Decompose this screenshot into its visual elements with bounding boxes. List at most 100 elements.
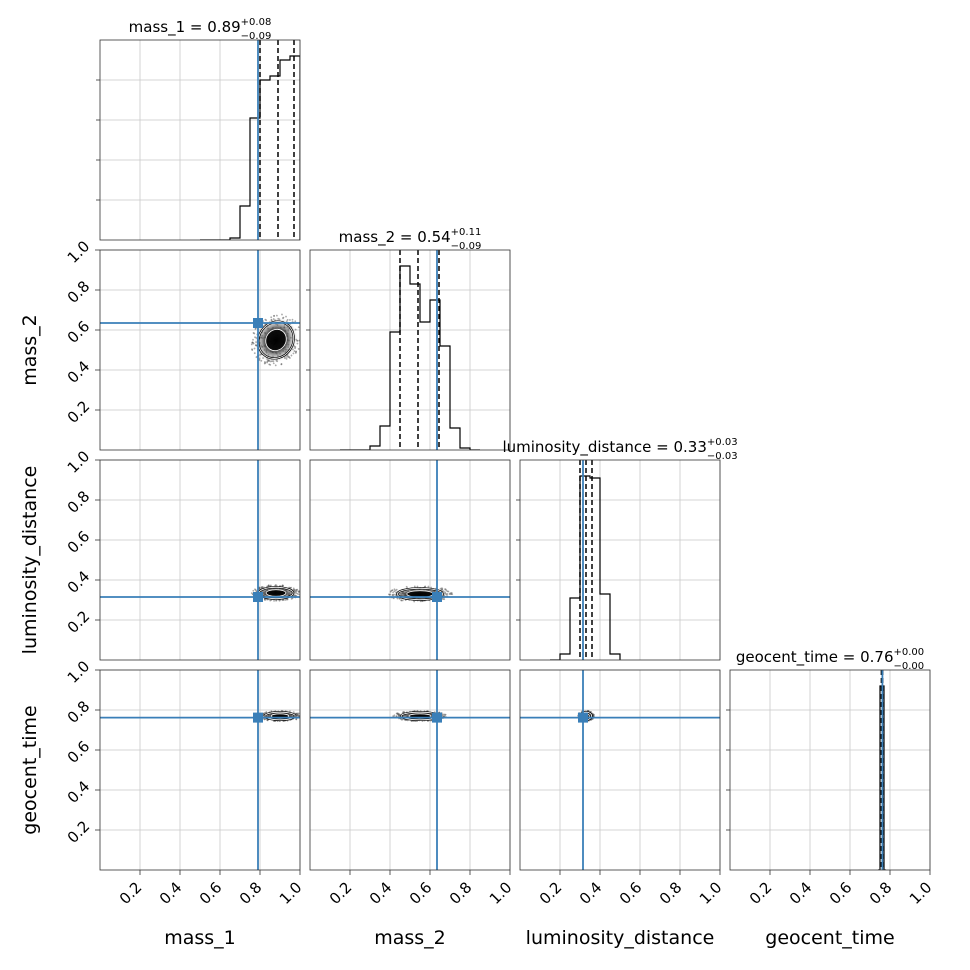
sample-dot [266,361,268,364]
contour-outer-highlight [264,711,296,721]
x-tick-label: 1.0 [486,878,516,908]
y-tick-label: 0.2 [64,817,94,847]
y-tick-label: 1.0 [64,447,94,477]
sample-dot [258,357,261,360]
title-median: 0.54 [417,228,450,246]
panel-geocent_time-vs-mass_1 [99,669,301,871]
x-tick-label: 0.8 [236,878,266,908]
sample-dot [388,593,391,596]
x-tick-label: 0.6 [826,878,856,908]
sample-dot [252,589,255,592]
panel-frame [99,249,301,451]
y-tick-label: 0.4 [64,777,94,807]
hist-panel-mass_2: mass_2 = 0.54+0.11−0.09 [306,227,511,451]
grid [559,670,721,870]
x-tick-label: 0.2 [116,878,146,908]
x-tick-label: 1.0 [906,878,936,908]
sample-dot [272,362,275,365]
x-tick-label: 0.2 [326,878,356,908]
sample-dot [295,350,297,353]
sample-dot [268,363,271,366]
sample-dot [273,315,275,317]
x-tick-label: 0.6 [196,878,226,908]
sample-dot [400,599,403,602]
panel-frame [99,39,301,241]
sample-dot [280,363,283,366]
contour-outer-highlight [257,321,295,359]
panel-frame [729,669,931,871]
y-axis-label: mass_2 [19,314,41,386]
histogram-steps [340,265,480,450]
x-tick-label: 0.4 [156,878,186,908]
hist-content [550,460,621,660]
x-tick-label: 0.2 [746,878,776,908]
sample-dot [250,592,253,595]
y-tick-label: 1.0 [64,237,94,267]
title-param: geocent_time [736,648,838,667]
grid [139,40,301,240]
truth-marker [578,712,588,723]
sample-dot [252,338,254,341]
grid [769,670,931,870]
sample-dot [292,352,295,355]
sample-dot [297,326,300,329]
title-plus: +0.08 [241,17,272,28]
sample-dot [260,359,263,362]
y-tick-label: 1.0 [64,657,94,687]
sample-dot [427,585,430,588]
density-content [310,460,510,660]
y-tick-label: 0.4 [64,357,94,387]
panel-title-geocent_time: geocent_time = 0.76+0.00 [736,647,924,667]
title-plus: +0.00 [894,647,925,658]
title-minus: −0.00 [894,661,925,672]
x-tick-label: 0.8 [656,878,686,908]
sample-dot [400,718,403,721]
y-axis-label: luminosity_distance [19,466,41,655]
panel-title-mass_1: mass_1 = 0.89+0.08 [129,17,272,37]
sample-dot [298,715,300,718]
sample-dot [273,599,275,602]
sample-dot [392,597,395,600]
title-eq: = [838,648,860,666]
contour-inner [265,589,287,597]
x-axis-mass_1: 0.2 0.4 0.6 0.8 1.0 mass_1 [116,870,305,949]
sample-dot [289,319,291,321]
grid [559,460,721,660]
y-tick-label: 0.4 [64,567,94,597]
sample-dot [251,348,253,351]
sample-dot [413,600,416,603]
x-tick-label: 0.4 [786,878,816,908]
panel-luminosity_distance-vs-mass_1 [99,459,301,661]
grid [139,460,301,660]
x-axis-label: mass_2 [374,927,446,949]
y-tick-label: 0.8 [64,697,94,727]
hist-panel-mass_1: mass_1 = 0.89+0.08−0.09 [96,17,301,241]
sample-dot [270,316,273,319]
sample-dot [392,715,395,717]
sample-dot [393,588,396,591]
title-minus: −0.03 [707,451,738,462]
sample-dot [449,593,452,596]
sample-dot [253,347,256,350]
truth-marker [253,318,263,328]
x-axis-label: luminosity_distance [526,927,715,949]
sample-dot [292,587,295,590]
sample-dot [442,713,444,716]
title-param: mass_1 [129,18,185,37]
sample-dot [267,584,270,587]
sample-dot [281,584,284,587]
sample-dot [441,588,444,590]
sample-dot [416,585,419,588]
contour-outer-highlight [396,587,444,601]
title-plus: +0.03 [707,437,738,448]
title-median: 0.89 [207,18,240,36]
sample-dot [250,343,253,346]
sample-dot [296,342,299,345]
panel-frame [309,459,511,661]
sample-dot [297,348,300,350]
x-tick-label: 0.2 [536,878,566,908]
hist-panel-luminosity_distance: luminosity_distance = 0.33+0.03−0.03 [502,437,738,661]
histogram-steps [550,475,621,660]
sample-dot [413,585,416,588]
